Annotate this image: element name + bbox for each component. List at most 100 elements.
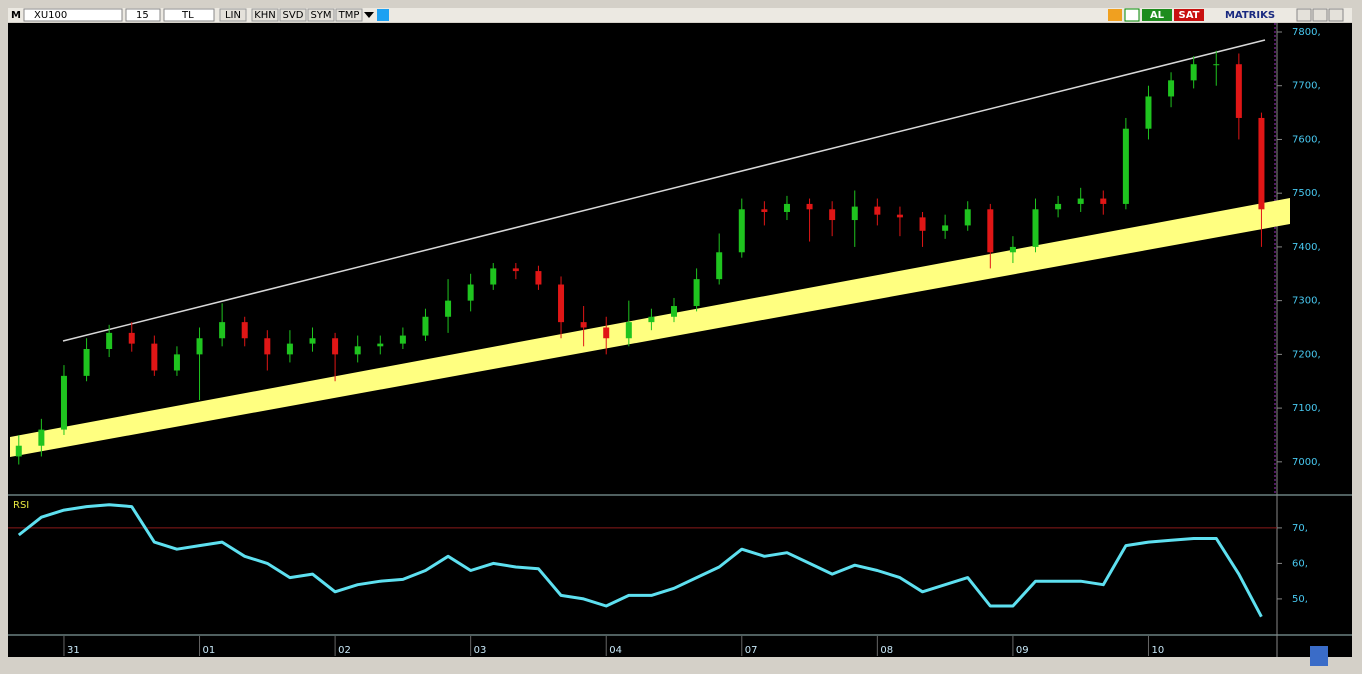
candle-body xyxy=(716,252,723,280)
candle-body xyxy=(1122,128,1129,204)
scrollbar[interactable] xyxy=(8,657,1352,669)
toolbar-button-label: LIN xyxy=(225,10,241,21)
toolbar-button[interactable] xyxy=(219,8,247,22)
refresh-icon[interactable] xyxy=(1310,646,1328,666)
x-tick-label: 08 xyxy=(880,645,893,656)
candle-body xyxy=(964,209,971,226)
candle-body xyxy=(942,225,949,231)
candle-body xyxy=(264,338,271,355)
candle-body xyxy=(1100,198,1107,204)
candle-body xyxy=(219,322,226,339)
candle-body xyxy=(60,375,67,430)
support-channel xyxy=(10,198,1290,457)
candle-body xyxy=(399,335,406,344)
y-tick-label: 7100, xyxy=(1292,403,1321,414)
twitter-icon[interactable] xyxy=(377,9,389,21)
candle-body xyxy=(896,214,903,218)
x-tick-label: 04 xyxy=(609,645,622,656)
x-tick-label: 31 xyxy=(67,645,80,656)
chart-area xyxy=(8,23,1352,657)
toolbar-button-label: KHN xyxy=(254,10,276,21)
close[interactable] xyxy=(1328,8,1344,22)
y-tick-label: 7700, xyxy=(1292,81,1321,92)
candle-body xyxy=(512,268,519,272)
candle-body xyxy=(309,338,316,344)
buy-button[interactable] xyxy=(1142,9,1172,21)
candle-body xyxy=(83,349,90,376)
candle-body xyxy=(241,322,248,339)
candle-body xyxy=(1168,80,1175,97)
candle-body xyxy=(648,316,655,323)
candle-body xyxy=(490,268,497,285)
candle-body xyxy=(196,338,203,355)
x-tick-label: 09 xyxy=(1016,645,1029,656)
minimize[interactable] xyxy=(1296,8,1312,22)
y-tick-label: 60, xyxy=(1292,558,1308,569)
y-tick-label: 7600, xyxy=(1292,134,1321,145)
toolbar-button-label: SVD xyxy=(283,10,304,21)
candle-body xyxy=(580,322,587,328)
candle-body xyxy=(377,343,384,347)
candle-body xyxy=(1235,64,1242,118)
x-tick-label: 02 xyxy=(338,645,351,656)
toolbar-button[interactable] xyxy=(279,8,307,22)
candle-body xyxy=(1009,246,1016,253)
candle-body xyxy=(1077,198,1084,204)
logo: M xyxy=(11,10,21,21)
y-tick-label: 7800, xyxy=(1292,27,1321,38)
x-tick-label: 10 xyxy=(1151,645,1164,656)
candle-body xyxy=(173,354,180,371)
candle-body xyxy=(106,332,113,349)
candle-body xyxy=(761,209,768,212)
candle-body xyxy=(603,327,610,339)
toolbar-button[interactable] xyxy=(335,8,363,22)
maximize[interactable] xyxy=(1312,8,1328,22)
candle-body xyxy=(15,445,22,457)
dropdown-arrow[interactable] xyxy=(364,12,374,18)
sell-label: SAT xyxy=(1179,10,1200,21)
candle-body xyxy=(1258,117,1265,210)
candle-body xyxy=(467,284,474,301)
x-tick-label: 01 xyxy=(203,645,216,656)
candle-body xyxy=(1190,64,1197,81)
candle-body xyxy=(829,209,836,221)
currency: TL xyxy=(181,10,194,21)
toolbar-button[interactable] xyxy=(307,8,335,22)
x-tick-label: 07 xyxy=(745,645,758,656)
panel-title: RSI xyxy=(13,500,29,511)
icon[interactable] xyxy=(1108,9,1122,21)
currency-box[interactable] xyxy=(163,8,215,22)
candle-body xyxy=(625,322,632,339)
candle-body xyxy=(422,316,429,336)
candle-body xyxy=(738,209,745,253)
candle-body xyxy=(151,343,158,371)
candle-body xyxy=(128,332,135,344)
y-tick-label: 50, xyxy=(1292,594,1308,605)
buy-label: AL xyxy=(1150,10,1165,21)
resistance-line xyxy=(62,39,1266,342)
y-tick-label: 7500, xyxy=(1292,188,1321,199)
y-tick-label: 7400, xyxy=(1292,242,1321,253)
candle-body xyxy=(445,300,452,317)
candle-body xyxy=(919,217,926,231)
candle-body xyxy=(1055,203,1062,210)
icon[interactable] xyxy=(1124,8,1140,22)
candle-body xyxy=(874,206,881,215)
candle-body xyxy=(693,279,700,307)
y-tick-label: 70, xyxy=(1292,523,1308,534)
sell-button[interactable] xyxy=(1174,9,1204,21)
brand: MATRIKS xyxy=(1225,10,1275,21)
candle-body xyxy=(558,284,565,323)
candle-body xyxy=(1213,64,1220,66)
period-box[interactable] xyxy=(125,8,161,22)
toolbar-button-label: TMP xyxy=(338,10,360,21)
candle-body xyxy=(1145,96,1152,129)
candle-body xyxy=(783,203,790,212)
symbol-box[interactable] xyxy=(23,8,123,22)
candle-body xyxy=(332,338,339,355)
toolbar-button[interactable] xyxy=(251,8,279,22)
y-tick-label: 7000, xyxy=(1292,457,1321,468)
period: 15 xyxy=(136,10,149,21)
symbol: XU100 xyxy=(34,10,67,21)
